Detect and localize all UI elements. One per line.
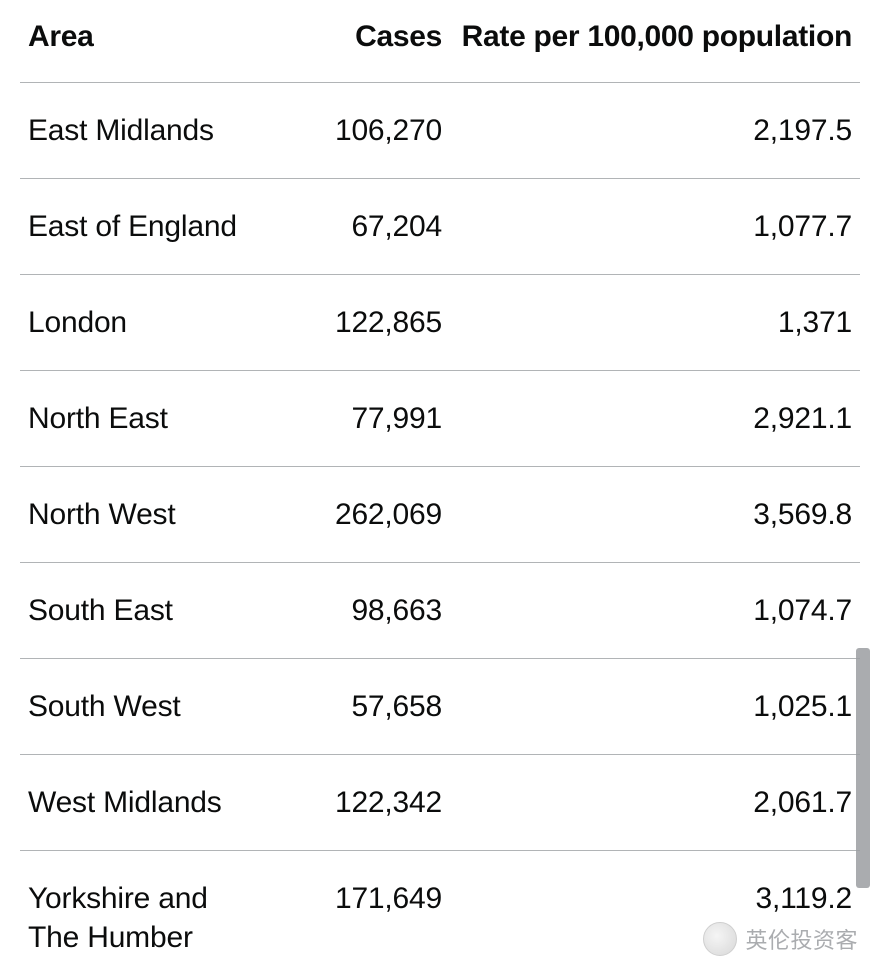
cell-cases: 262,069 [260,466,450,562]
col-header-cases[interactable]: Cases [260,0,450,82]
cell-cases: 171,649 [260,850,450,970]
scrollbar-thumb[interactable] [856,648,870,888]
cell-rate: 1,371 [450,274,860,370]
cell-area: North East [20,370,260,466]
cell-cases: 122,342 [260,754,450,850]
col-header-area[interactable]: Area [20,0,260,82]
cell-area: East Midlands [20,82,260,178]
cases-table-container: Area Cases Rate per 100,000 population E… [0,0,878,970]
table-row: North West 262,069 3,569.8 [20,466,860,562]
cell-rate: 2,197.5 [450,82,860,178]
cell-rate: 2,061.7 [450,754,860,850]
cell-rate: 1,025.1 [450,658,860,754]
table-row: East of England 67,204 1,077.7 [20,178,860,274]
col-header-rate[interactable]: Rate per 100,000 population [450,0,860,82]
cell-area: North West [20,466,260,562]
cell-cases: 106,270 [260,82,450,178]
table-row: South West 57,658 1,025.1 [20,658,860,754]
cell-area: Yorkshire and The Humber [20,850,260,970]
table-row: West Midlands 122,342 2,061.7 [20,754,860,850]
cell-area: London [20,274,260,370]
cell-cases: 77,991 [260,370,450,466]
cell-area: East of England [20,178,260,274]
table-row: East Midlands 106,270 2,197.5 [20,82,860,178]
cell-rate: 1,077.7 [450,178,860,274]
cell-area: South West [20,658,260,754]
cell-cases: 67,204 [260,178,450,274]
cell-rate: 2,921.1 [450,370,860,466]
table-body: East Midlands 106,270 2,197.5 East of En… [20,82,860,970]
table-row: London 122,865 1,371 [20,274,860,370]
watermark: 英伦投资客 [703,922,858,956]
cell-rate: 1,074.7 [450,562,860,658]
cell-cases: 57,658 [260,658,450,754]
table-row: South East 98,663 1,074.7 [20,562,860,658]
cell-area: West Midlands [20,754,260,850]
watermark-text: 英伦投资客 [745,923,858,955]
cell-area: South East [20,562,260,658]
table-row: North East 77,991 2,921.1 [20,370,860,466]
cell-rate: 3,569.8 [450,466,860,562]
cell-cases: 98,663 [260,562,450,658]
watermark-avatar-icon [703,922,737,956]
table-header-row: Area Cases Rate per 100,000 population [20,0,860,82]
cell-cases: 122,865 [260,274,450,370]
cases-table: Area Cases Rate per 100,000 population E… [20,0,860,970]
